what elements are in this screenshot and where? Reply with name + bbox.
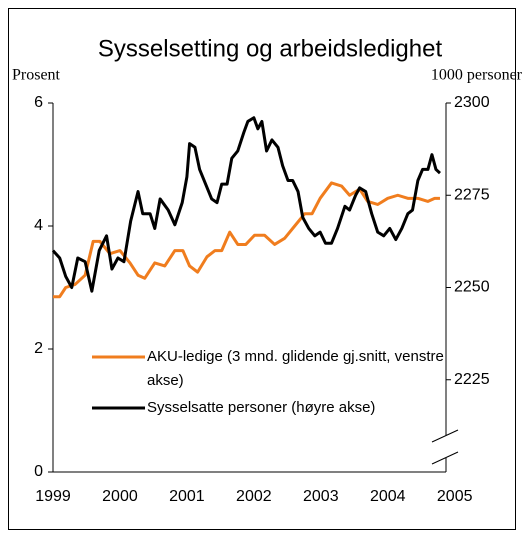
y2-tick-label: 2275	[454, 186, 490, 203]
x-tick-label: 2004	[370, 488, 406, 505]
y-tick-label: 2	[34, 340, 43, 357]
y-axis-label: Prosent	[12, 67, 61, 84]
x-tick-label: 2003	[303, 488, 339, 505]
y-tick-label: 6	[34, 94, 43, 111]
axis-break	[431, 429, 459, 443]
series-line	[51, 116, 441, 293]
x-tick-label: 2000	[102, 488, 138, 505]
y2-tick-label: 2250	[454, 279, 490, 296]
y-tick-label: 0	[34, 463, 43, 480]
y2-tick-label: 2300	[454, 94, 490, 111]
x-tick-label: 1999	[35, 488, 71, 505]
chart-title: Sysselsetting og arbeidsledighet	[98, 35, 443, 62]
y-tick-label: 4	[34, 217, 43, 234]
x-tick-label: 2005	[437, 488, 473, 505]
y2-axis-label: 1000 personer	[431, 67, 523, 84]
y2-tick-label: 2225	[454, 371, 490, 388]
legend-label: Sysselsatte personer (høyre akse)	[147, 399, 376, 416]
frame	[8, 8, 516, 530]
x-tick-label: 2002	[236, 488, 272, 505]
axis-break	[431, 451, 459, 465]
x-tick-label: 2001	[169, 488, 205, 505]
legend-label: AKU-ledige (3 mnd. glidende gj.snitt, ve…	[147, 348, 444, 389]
series-line	[53, 181, 440, 299]
